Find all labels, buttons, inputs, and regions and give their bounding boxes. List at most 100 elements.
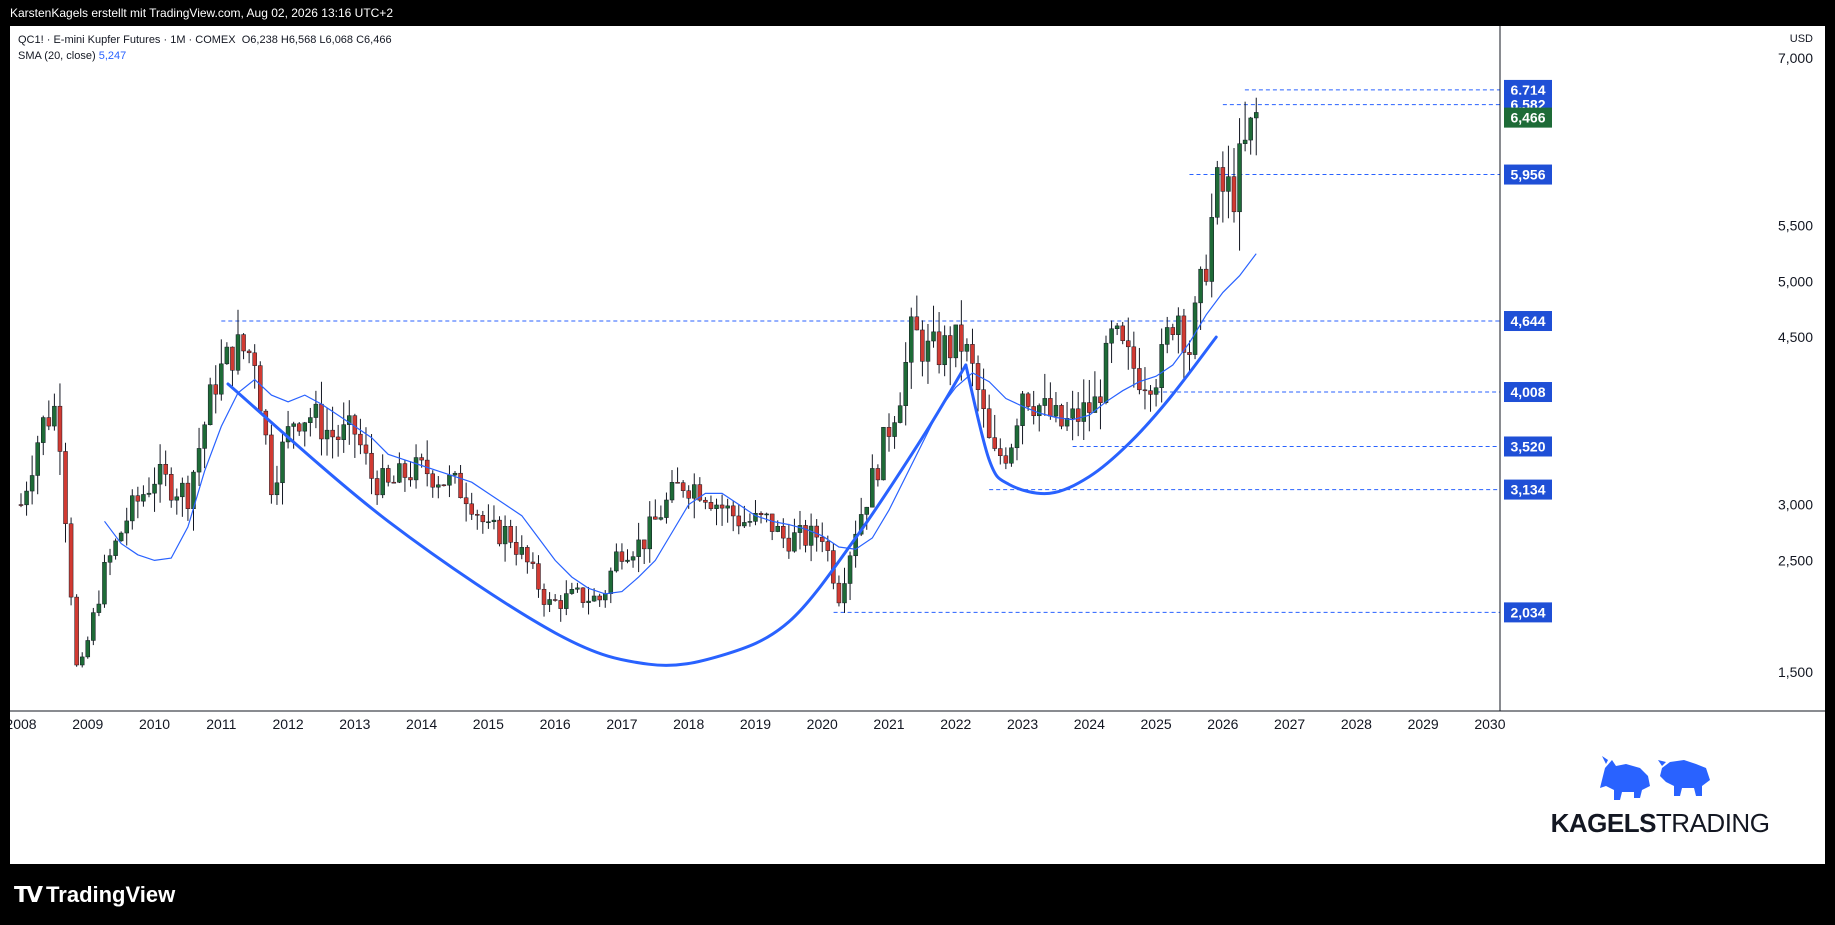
y-tick-label: 1,500 (1778, 664, 1813, 680)
candle-body (569, 589, 575, 594)
candle-body (1153, 387, 1159, 395)
candle-body (892, 422, 897, 437)
candle-body (1042, 398, 1048, 406)
candle-body (886, 427, 892, 437)
candle-body (641, 539, 647, 550)
candle-body (29, 475, 35, 492)
candle-body (602, 593, 608, 601)
candle-body (764, 513, 769, 516)
candle-body (124, 520, 129, 534)
cup-curve (964, 335, 1218, 496)
candle-body (1170, 327, 1176, 335)
sma-line (104, 253, 1257, 595)
candle-body (358, 433, 363, 446)
candle-body (669, 482, 675, 501)
candle-body (202, 424, 207, 449)
candle-body (536, 563, 541, 590)
candle-body (775, 525, 780, 532)
x-tick-label: 2018 (673, 716, 704, 732)
y-tick-label: 7,000 (1778, 50, 1813, 66)
candle-body (1109, 328, 1114, 344)
candle-body (1220, 167, 1226, 192)
candle-body (380, 468, 385, 496)
candle-body (1036, 405, 1042, 417)
candle-body (369, 452, 374, 479)
candle-body (925, 340, 931, 362)
candle-body (1025, 393, 1031, 407)
candle-body (85, 640, 91, 658)
candle-body (57, 405, 63, 452)
candle-body (1181, 315, 1187, 353)
candle-body (1176, 315, 1181, 335)
y-tick-label: 4,500 (1778, 329, 1813, 345)
x-tick-label: 2025 (1141, 716, 1172, 732)
candle-body (792, 532, 797, 552)
candle-body (1242, 139, 1248, 144)
candle-body (341, 424, 346, 440)
candle-body (1137, 368, 1142, 391)
candle-body (1159, 344, 1164, 388)
candle-body (163, 464, 168, 475)
candle-body (903, 362, 908, 406)
candle-body (391, 481, 397, 484)
candle-body (280, 441, 285, 484)
candle-body (458, 472, 463, 499)
candle-body (252, 352, 257, 366)
candle-body (258, 365, 263, 412)
x-tick-label: 2009 (72, 716, 103, 732)
candle-body (79, 656, 85, 666)
level-label: 6,714 (1510, 82, 1545, 98)
candle-body (107, 555, 113, 563)
candle-body (803, 525, 808, 546)
candle-body (580, 587, 586, 603)
candle-body (302, 422, 308, 432)
tradingview-logo[interactable]: 𝗧𝗩 TradingView (14, 881, 175, 909)
symbol-title: QC1! · E-mini Kupfer Futures · 1M · COME… (18, 34, 236, 46)
candle-body (363, 444, 369, 454)
candle-body (419, 457, 424, 461)
candle-body (1059, 405, 1064, 427)
candle-body (1187, 352, 1192, 355)
candle-body (1009, 447, 1014, 464)
candle-body (1120, 325, 1125, 341)
level-label: 4,008 (1510, 384, 1545, 400)
candle-body (1087, 402, 1092, 413)
tradingview-wordmark: TradingView (46, 882, 176, 907)
symbol-legend: QC1! · E-mini Kupfer Futures · 1M · COME… (18, 34, 392, 46)
candle-body (1075, 408, 1081, 422)
candle-body (475, 514, 480, 516)
candle-body (146, 492, 152, 495)
candle-body (157, 464, 163, 485)
candle-body (1081, 402, 1087, 422)
candle-body (385, 468, 391, 483)
candle-body (1053, 405, 1059, 417)
candle-body (858, 514, 864, 535)
y-tick-label: 5,500 (1778, 217, 1813, 233)
candle-body (1253, 112, 1259, 119)
candle-body (497, 519, 502, 545)
candle-body (897, 405, 903, 423)
candle-body (998, 448, 1003, 456)
candle-body (591, 595, 597, 602)
ohlc-values: O6,238 H6,568 L6,068 C6,466 (241, 34, 392, 46)
x-tick-label: 2013 (339, 716, 370, 732)
candle-body (319, 403, 324, 440)
x-tick-label: 2019 (740, 716, 771, 732)
candle-body (658, 517, 664, 520)
candle-body (502, 526, 508, 545)
candle-body (847, 555, 853, 584)
candle-body (547, 599, 552, 605)
candle-body (213, 384, 218, 395)
candle-body (335, 436, 341, 440)
y-tick-label: 3,000 (1778, 497, 1813, 513)
cup-curves (226, 335, 1218, 667)
candle-body (207, 384, 213, 426)
candle-body (597, 595, 602, 601)
candle-body (647, 516, 653, 550)
candle-body (630, 556, 636, 561)
candle-body (180, 482, 185, 498)
candle-body (1103, 342, 1109, 403)
